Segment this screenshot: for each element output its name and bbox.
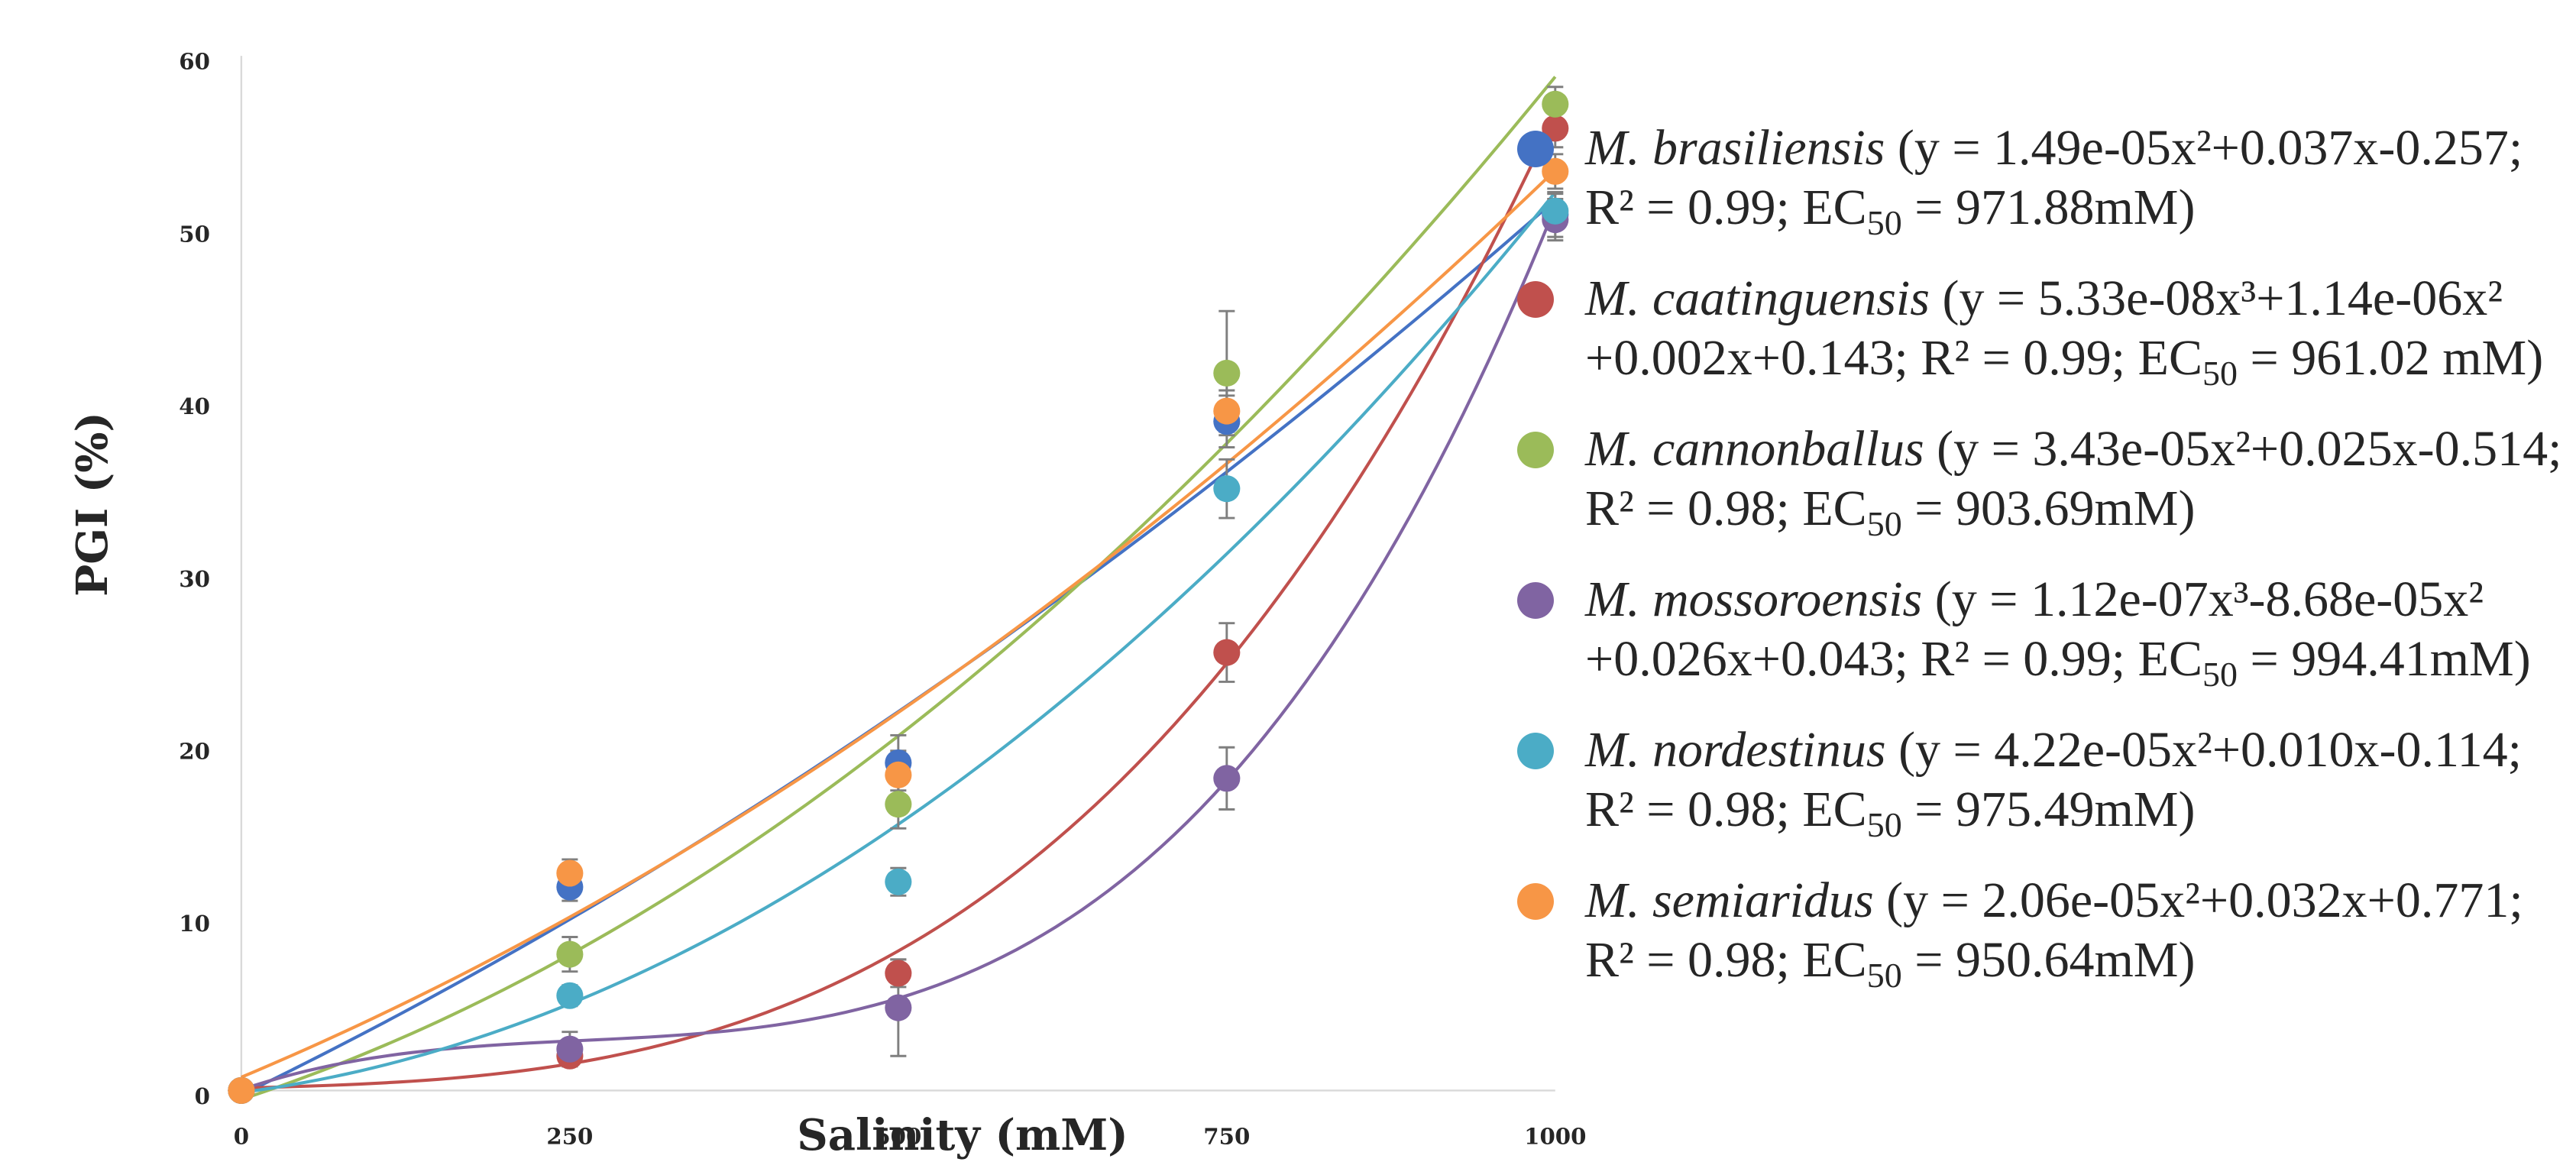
y-tick-label: 60 <box>179 49 210 75</box>
legend-marker <box>1517 883 1554 920</box>
data-point <box>1213 639 1241 666</box>
data-point <box>1542 197 1569 225</box>
y-tick-label: 0 <box>195 1083 210 1109</box>
data-point <box>885 960 912 987</box>
legend: M. brasiliensis (y = 1.49e-05x²+0.037x-0… <box>1517 120 2561 995</box>
data-point <box>556 1035 584 1063</box>
fit-curve <box>241 169 1557 1079</box>
legend-marker <box>1517 131 1554 167</box>
legend-entry-line1: M. caatinguensis (y = 5.33e-08x³+1.14e-0… <box>1584 270 2503 326</box>
y-tick-label: 20 <box>179 739 210 765</box>
fit-curve <box>241 114 1557 1090</box>
x-tick-label: 750 <box>1203 1124 1250 1150</box>
data-point <box>556 859 584 887</box>
data-point <box>556 982 584 1009</box>
x-tick-label: 500 <box>875 1124 921 1150</box>
data-point <box>228 1076 255 1104</box>
fit-curve <box>241 206 1557 1092</box>
y-tick-label: 10 <box>179 911 210 937</box>
legend-marker <box>1517 281 1554 318</box>
legend-entry-line2: R² = 0.99; EC50 = 971.88mM) <box>1585 180 2195 242</box>
y-tick-label: 30 <box>179 566 210 592</box>
data-point <box>1542 115 1569 142</box>
data-point <box>1213 359 1241 387</box>
tick-labels: 0 250 500 750 1000 0 10 20 30 40 50 60 <box>179 49 1586 1150</box>
legend-marker <box>1517 582 1554 619</box>
data-point <box>885 868 912 895</box>
data-points <box>228 90 1569 1104</box>
y-axis-title: PGI (%) <box>67 412 118 597</box>
legend-entry-line2: R² = 0.98; EC50 = 950.64mM) <box>1585 932 2195 995</box>
x-tick-label: 0 <box>234 1124 249 1150</box>
error-bars <box>561 86 1564 1068</box>
x-tick-label: 1000 <box>1524 1124 1586 1150</box>
data-point <box>1542 157 1569 185</box>
x-tick-label: 250 <box>546 1124 593 1150</box>
fit-curve <box>241 191 1557 1095</box>
data-point <box>885 761 912 788</box>
y-tick-label: 40 <box>179 393 210 419</box>
x-axis-title: Salinity (mM) <box>797 1110 1128 1160</box>
legend-entry-line1: M. mossoroensis (y = 1.12e-07x³-8.68e-05… <box>1584 571 2484 627</box>
fit-curve <box>241 76 1557 1101</box>
legend-entry-line1: M. nordestinus (y = 4.22e-05x²+0.010x-0.… <box>1584 722 2522 778</box>
data-point <box>1542 90 1569 118</box>
legend-marker <box>1517 432 1554 468</box>
legend-entry-line2: R² = 0.98; EC50 = 903.69mM) <box>1585 481 2195 543</box>
legend-entry-line1: M. brasiliensis (y = 1.49e-05x²+0.037x-0… <box>1584 120 2523 176</box>
legend-marker <box>1517 733 1554 769</box>
legend-entry-line2: R² = 0.98; EC50 = 975.49mM) <box>1585 782 2195 844</box>
data-point <box>1213 765 1241 792</box>
data-point <box>885 994 912 1021</box>
fit-curves <box>241 76 1557 1101</box>
legend-entry-line1: M. semiaridus (y = 2.06e-05x²+0.032x+0.7… <box>1584 872 2523 928</box>
y-tick-label: 50 <box>179 221 210 247</box>
data-point <box>1213 397 1241 425</box>
legend-entry-line2: +0.002x+0.143; R² = 0.99; EC50 = 961.02 … <box>1585 330 2543 393</box>
legend-entry-line1: M. cannonballus (y = 3.43e-05x²+0.025x-0… <box>1584 421 2561 477</box>
data-point <box>1213 475 1241 503</box>
data-point <box>885 791 912 818</box>
axes <box>240 56 1555 1092</box>
legend-entry-line2: +0.026x+0.043; R² = 0.99; EC50 = 994.41m… <box>1585 631 2531 694</box>
data-point <box>556 940 584 968</box>
